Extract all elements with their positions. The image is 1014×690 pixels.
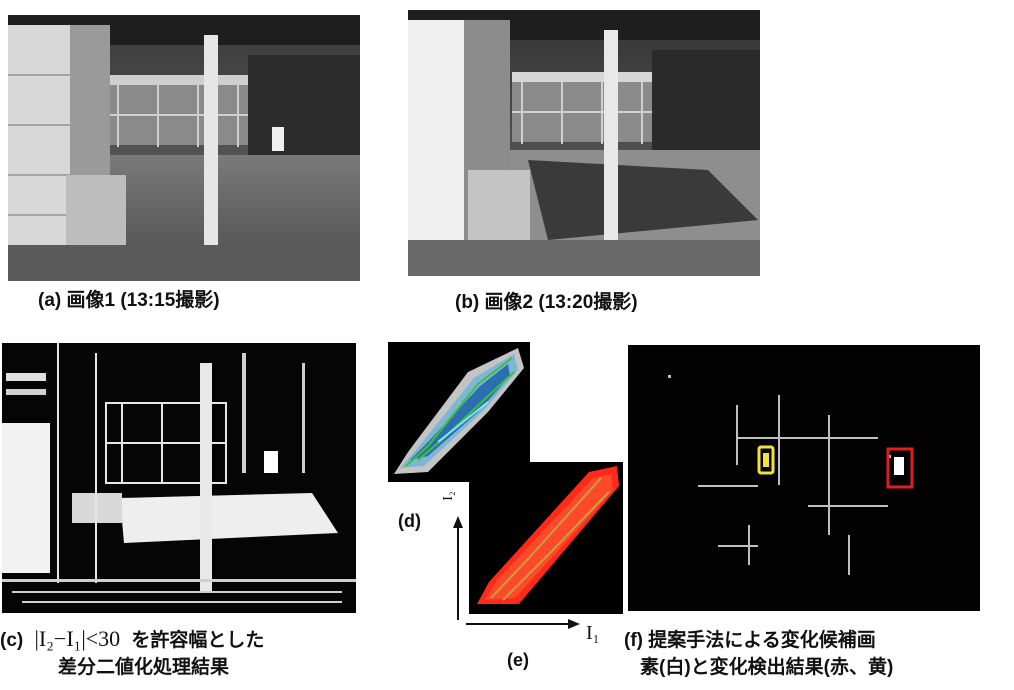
label-e: (e) [507,650,529,670]
caption-c-line2: 差分二値化処理結果 [58,657,230,678]
caption-c-formula: |I₂−I₁|<30 [34,626,121,651]
photo-a [8,15,360,281]
binary-difference-image [2,343,356,613]
axes-arrows [453,516,580,629]
caption-f-line1: (f) 提案手法による変化候補画 [624,630,876,651]
caption-b: (b) 画像2 (13:20撮影) [455,292,638,313]
caption-a: (a) 画像1 (13:15撮影) [38,290,220,311]
caption-f-line2: 素(白)と変化検出結果(赤、黄) [640,657,894,678]
caption-c-prefix: (c) [0,630,24,651]
axis-x-label: I₁ [586,622,600,644]
label-d: (d) [398,511,421,531]
heat-plot-e [469,462,623,614]
photo-b [408,10,760,276]
detection-result-image [628,345,980,611]
caption-c-suffix: を許容幅とした [131,630,265,651]
contour-plot-d [388,342,530,482]
caption-c-line1: (c) |I₂−I₁|<30 を許容幅とした [0,627,264,653]
